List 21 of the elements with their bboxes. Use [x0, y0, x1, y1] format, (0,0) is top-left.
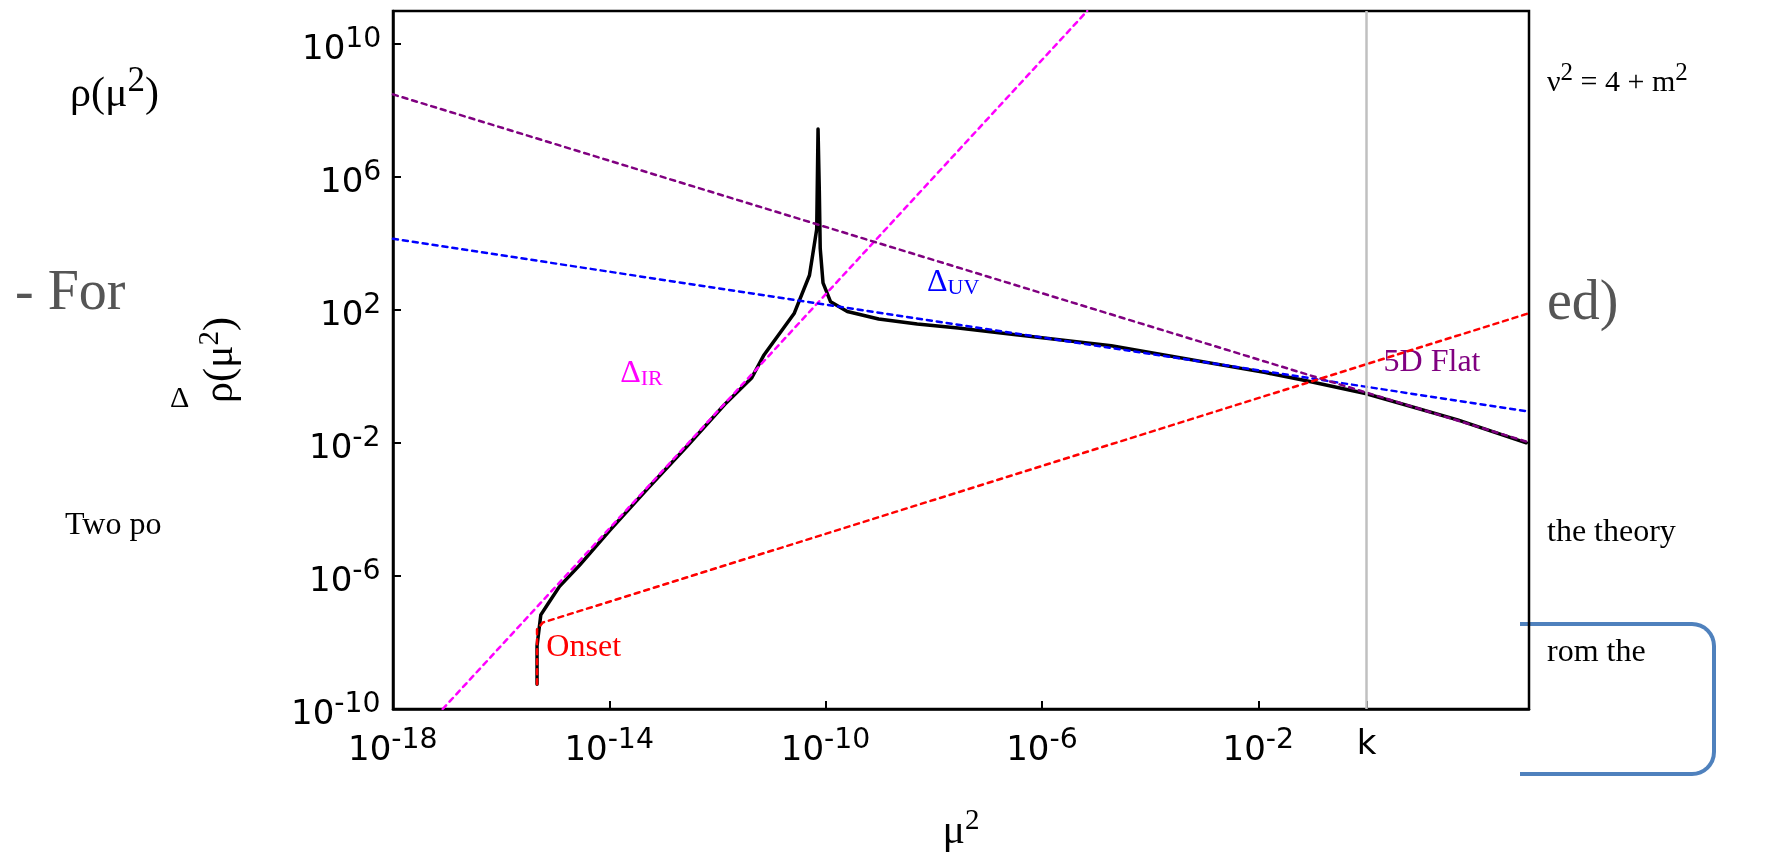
- x-tick-label: 10$^{-6}$: [1006, 722, 1078, 769]
- y-tick-label: 10$^{-2}$: [309, 420, 381, 467]
- y-tick-label: 10$^{-6}$: [309, 553, 381, 600]
- text: ρ(μ$^{2}$): [70, 60, 159, 116]
- text: rom the: [1547, 632, 1646, 669]
- text: ν$^{2}$ = 4 + m$^{2}$: [1547, 58, 1688, 98]
- series-label: 5D Flat: [1383, 342, 1481, 379]
- x-tick-label: 10$^{-10}$: [780, 722, 871, 769]
- y-tick-label: 10$^{2}$: [320, 287, 382, 334]
- text: - For: [15, 258, 126, 322]
- y-tick-label: 10$^{10}$: [302, 21, 382, 68]
- text: Two po: [65, 505, 162, 542]
- text: ed): [1547, 268, 1619, 332]
- x-tick-label: k: [1356, 722, 1377, 762]
- y-axis-title: ρ(μ2): [191, 317, 242, 403]
- series-label: Onset: [546, 626, 622, 663]
- text: Δ: [170, 380, 190, 414]
- x-tick-label: 10$^{-2}$: [1222, 722, 1295, 769]
- x-tick-label: 10$^{-14}$: [564, 722, 654, 769]
- y-tick-label: 10$^{6}$: [320, 154, 382, 201]
- text: the theory: [1547, 512, 1676, 549]
